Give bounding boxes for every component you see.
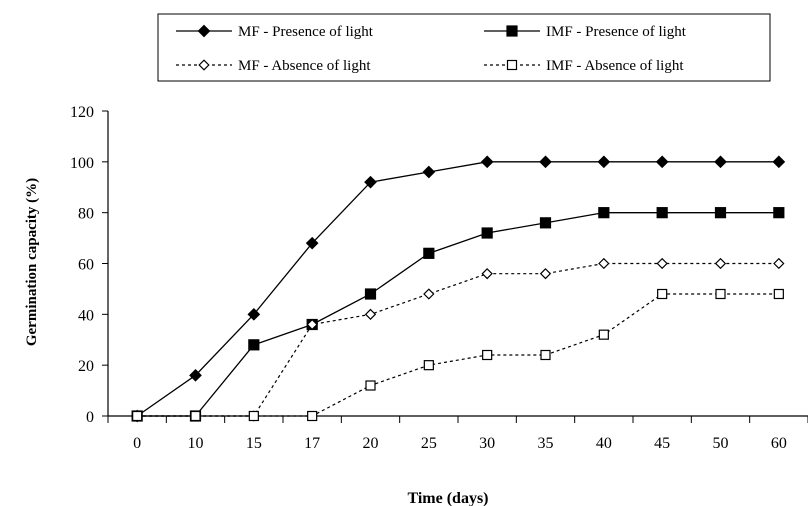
legend-item-1: MF - Presence of light: [176, 24, 374, 40]
data-point: [540, 349, 551, 361]
legend: MF - Presence of light IMF - Presence of …: [157, 13, 771, 82]
data-point: [189, 368, 202, 382]
data-point: [481, 268, 493, 280]
legend-item-4: IMF - Absence of light: [484, 58, 684, 74]
data-point: [714, 207, 727, 219]
data-point: [247, 307, 261, 321]
legend-box: [157, 13, 771, 82]
x-tick-label: 25: [421, 435, 437, 452]
x-tick-label: 20: [363, 435, 379, 452]
x-tick-label: 35: [538, 435, 554, 452]
data-point: [597, 155, 611, 169]
data-point: [307, 410, 318, 422]
x-tick-label: 45: [654, 435, 670, 452]
data-point: [248, 339, 260, 351]
data-point: [422, 165, 436, 179]
x-tick-label: 30: [479, 435, 495, 452]
y-tick-label: 100: [70, 155, 94, 172]
x-axis-label: Time (days): [407, 490, 488, 506]
data-point: [539, 268, 552, 280]
x-tick-label: 0: [133, 435, 141, 452]
data-point: [714, 155, 727, 169]
data-point: [480, 155, 494, 169]
y-tick-label: 20: [78, 358, 94, 375]
legend-label: IMF - Absence of light: [546, 58, 684, 74]
data-point: [539, 155, 552, 169]
data-point: [482, 349, 493, 361]
data-point: [714, 257, 727, 270]
x-tick-label: 10: [188, 435, 204, 452]
data-point: [539, 217, 552, 229]
data-point: [364, 308, 377, 320]
legend-label: MF - Presence of light: [238, 24, 374, 40]
series-line: [137, 293, 779, 417]
legend-item-3: MF - Absence of light: [176, 58, 371, 74]
data-point: [423, 360, 434, 371]
y-tick-label: 0: [86, 409, 94, 426]
data-point: [598, 257, 610, 270]
data-point: [773, 257, 785, 270]
data-point: [365, 380, 376, 391]
y-tick-label: 40: [78, 307, 94, 324]
x-tick-label: 40: [596, 435, 612, 452]
data-point: [481, 227, 493, 239]
legend-swatch-marker: [506, 25, 518, 37]
data-point: [715, 288, 726, 300]
data-point: [423, 288, 435, 300]
y-tick-label: 60: [78, 257, 94, 274]
x-tick-label: 17: [304, 435, 320, 452]
data-point: [364, 175, 377, 189]
axes: 0 20 40 60 80 100 120 0 10 15 17 20 25 30 35 40 45 50 60: [70, 104, 808, 452]
y-axis-label: Germination capacity (%): [24, 178, 40, 346]
series-4: [132, 288, 784, 422]
data-point: [656, 207, 668, 219]
data-point: [423, 247, 435, 259]
data-point: [598, 329, 609, 340]
legend-swatch-marker: [506, 59, 518, 71]
data-point: [306, 318, 318, 331]
legend-label: IMF - Presence of light: [546, 24, 687, 40]
legend-swatch-marker: [197, 24, 211, 38]
legend-item-2: IMF - Presence of light: [484, 24, 687, 40]
series-1: [130, 155, 786, 423]
y-tick-label: 80: [78, 206, 94, 223]
data-point: [773, 288, 784, 300]
legend-label: MF - Absence of light: [238, 58, 371, 74]
series-line: [137, 262, 779, 417]
data-point: [655, 155, 669, 169]
data-point: [132, 410, 143, 422]
data-point: [773, 207, 785, 219]
series-line: [136, 161, 779, 417]
x-tick-label: 50: [713, 435, 729, 452]
data-point: [248, 410, 259, 422]
x-tick-label: 60: [771, 435, 787, 452]
data-point: [364, 288, 377, 300]
legend-swatch-marker: [198, 59, 210, 71]
data-point: [656, 257, 668, 270]
series-layer: [130, 155, 786, 423]
data-point: [305, 236, 319, 250]
series-line: [137, 212, 779, 417]
data-point: [772, 155, 786, 169]
data-point: [657, 288, 668, 300]
data-point: [190, 410, 201, 422]
x-tick-label: 15: [246, 435, 262, 452]
series-2: [131, 207, 785, 422]
data-point: [598, 207, 610, 219]
y-tick-label: 120: [70, 104, 94, 121]
